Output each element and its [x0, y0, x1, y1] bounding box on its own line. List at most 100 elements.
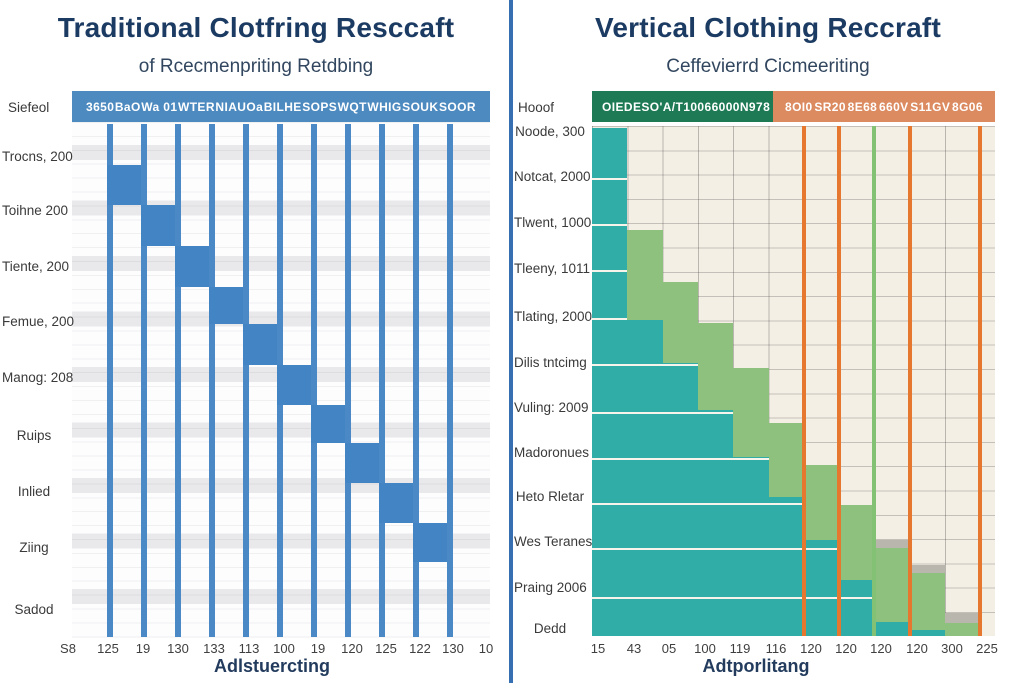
left-row-label: Inlied: [17, 484, 51, 499]
left-chart-panel: Traditional Clotfring Resccaft of Rcecme…: [2, 12, 494, 676]
left-row-label: Ruips: [16, 428, 52, 443]
right-header-orange-label: 8OI0: [785, 99, 813, 114]
matrix-block: [243, 324, 277, 365]
waterfall-teal-segment: [733, 457, 769, 636]
left-row-label: Trocns, 200: [2, 149, 73, 164]
matrix-block: [175, 246, 209, 287]
left-column-header-label: SOOR: [438, 99, 476, 114]
matrix-block: [345, 443, 379, 483]
left-x-tick-label: 19: [310, 641, 326, 656]
left-row-label: Femue, 200: [2, 314, 75, 329]
right-row-label: Wes Teranes: [514, 534, 593, 549]
orange-accent-vline: [837, 126, 841, 636]
right-x-tick-label: 05: [661, 641, 677, 656]
right-x-tick-label: 300: [941, 641, 963, 656]
left-x-tick-label: 100: [273, 641, 295, 656]
right-header-orange-label: S11GV: [910, 99, 951, 114]
left-column-header-label: SOPS: [302, 99, 338, 114]
left-column-header-label: Wa 01: [141, 99, 178, 114]
left-x-tick-label: 133: [203, 641, 225, 656]
right-row-label: Noode, 300: [515, 124, 585, 139]
matrix-block: [277, 365, 311, 405]
waterfall-teal-segment: [698, 410, 733, 636]
right-x-tick-label: 15: [590, 641, 606, 656]
left-x-tick-label: 125: [375, 641, 397, 656]
waterfall-teal-segment: [874, 622, 910, 636]
left-row-label: Toihne 200: [2, 203, 69, 218]
right-x-tick-label: 43: [626, 641, 642, 656]
left-row-label: Ziing: [19, 540, 49, 555]
right-header-orange-label: 8G06: [952, 99, 983, 114]
right-header-green-segment: OIEDE SO'A/T 1006 6000 N978: [592, 91, 773, 122]
left-column-header-label: WHIG: [367, 99, 402, 114]
green-accent-vline: [872, 126, 876, 636]
blue-vertical-gridline: [379, 124, 385, 637]
left-x-tick-label: 130: [442, 641, 464, 656]
right-header-green-label: N978: [739, 99, 771, 114]
blue-vertical-gridline: [345, 124, 351, 637]
right-plot-area: [592, 126, 995, 636]
matrix-block: [413, 523, 447, 562]
panel-divider-line: [509, 0, 513, 683]
matrix-block: [379, 483, 413, 523]
orange-accent-vline: [908, 126, 912, 636]
waterfall-green-segment: [769, 423, 804, 497]
waterfall-gray-cap: [945, 613, 980, 623]
right-header-green-label: OIEDE: [602, 99, 642, 114]
right-header-orange-label: SR20: [814, 99, 846, 114]
waterfall-gray-cap: [910, 565, 945, 573]
left-axis-title: Adlstuercting: [213, 656, 331, 676]
right-axis-title: Adtporlitang: [702, 656, 810, 676]
left-column-header-label: WTER: [177, 99, 215, 114]
right-row-label: Praing 2006: [514, 580, 587, 595]
right-row-label: Dilis tntcimg: [514, 355, 587, 370]
right-x-tick-label: 120: [906, 641, 928, 656]
blue-vertical-gridline: [209, 124, 215, 637]
right-header-orange-label: 8E68: [847, 99, 878, 114]
left-column-header-label: SOUK: [402, 99, 439, 114]
left-panel-title: Traditional Clotfring Resccaft: [57, 12, 455, 43]
left-x-tick-label: 19: [135, 641, 151, 656]
orange-accent-vline: [802, 126, 806, 636]
right-header-green-label: 1006: [683, 99, 712, 114]
waterfall-teal-segment: [627, 320, 663, 636]
waterfall-green-segment: [733, 368, 769, 457]
matrix-block: [311, 405, 345, 443]
left-x-tick-label: 122: [409, 641, 431, 656]
left-row-label: Manog: 208: [2, 370, 74, 385]
teal-row-separator: [592, 458, 769, 460]
left-x-tick-label: 130: [167, 641, 189, 656]
waterfall-green-segment: [839, 505, 874, 580]
waterfall-teal-segment: [804, 540, 839, 636]
right-row-label: Notcat, 2000: [514, 169, 591, 184]
left-corner-label: Siefeol: [8, 100, 50, 115]
left-row-label: Tiente, 200: [2, 259, 70, 274]
left-x-tick-label: 10: [478, 641, 494, 656]
left-column-header-label: 3650: [86, 99, 115, 114]
right-x-tick-label: 119: [729, 641, 751, 656]
right-x-tick-label: 120: [800, 641, 822, 656]
orange-accent-vline: [978, 126, 982, 636]
right-header-orange-label: 660V: [878, 99, 909, 114]
waterfall-teal-segment: [592, 128, 627, 636]
left-x-tick-label: 113: [238, 641, 260, 656]
waterfall-teal-segment: [769, 497, 804, 636]
right-panel-title: Vertical Clothing Reccraft: [595, 12, 941, 43]
right-header-green-label: SO'A/T: [641, 99, 684, 114]
waterfall-teal-segment: [910, 630, 945, 636]
teal-row-separator: [592, 270, 627, 272]
left-column-header-label: BaO: [114, 99, 141, 114]
left-plot-area: [72, 122, 490, 638]
left-x-tick-label: 120: [341, 641, 363, 656]
waterfall-green-segment: [627, 230, 663, 320]
left-x-tick-label: 125: [97, 641, 119, 656]
right-row-label: Madoronues: [514, 445, 590, 460]
teal-row-separator: [592, 548, 839, 550]
teal-row-separator: [592, 364, 698, 366]
right-x-tick-label: 120: [870, 641, 892, 656]
left-column-header-label: WQT: [337, 99, 367, 114]
left-x-tick-label: S8: [60, 641, 76, 656]
left-panel-subtitle: of Rcecmenpriting Retdbing: [138, 56, 374, 77]
left-column-header-bar: 3650 BaO Wa 01 WTER NIAUOa BILHE SOPS WQT WHIG SO…: [72, 91, 490, 122]
